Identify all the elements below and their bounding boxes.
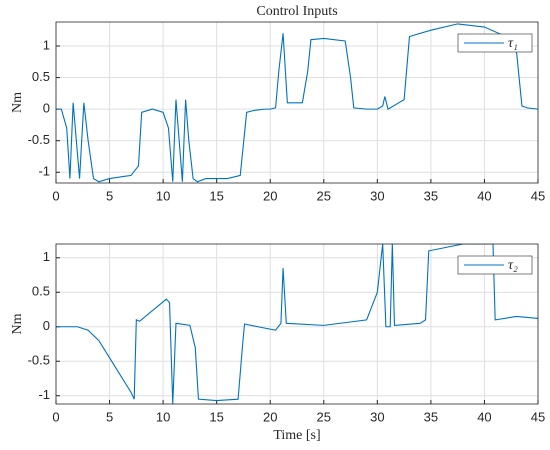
chart-title: Control Inputs [256,4,337,19]
x-tick-label: 15 [209,409,223,424]
y-tick-label: -1 [38,387,50,402]
axes-box [55,21,539,184]
data-line [56,23,538,183]
x-tick-label: 30 [370,188,384,203]
x-tick-label: 30 [370,409,384,424]
x-tick-label: 40 [477,188,491,203]
x-tick-label: 45 [531,409,545,424]
y-tick-label: 0 [43,318,50,333]
x-tick-label: 10 [156,409,170,424]
x-axis-label: Time [s] [273,428,320,443]
x-tick-label: 0 [52,188,59,203]
y-axis-label: Nm [10,313,25,334]
x-tick-label: 5 [106,188,113,203]
y-tick-label: 0.5 [32,284,50,299]
legend-label: τ₁ [508,36,518,51]
x-tick-label: 0 [52,409,59,424]
x-tick-label: 35 [424,409,438,424]
y-tick-label: 0.5 [32,69,50,84]
x-tick-label: 25 [317,188,331,203]
y-axis-label: Nm [10,92,25,113]
x-tick-label: 40 [477,409,491,424]
x-tick-label: 5 [106,409,113,424]
y-tick-label: 1 [43,37,50,52]
x-tick-label: 20 [263,409,277,424]
x-tick-label: 25 [317,409,331,424]
axes-box [55,243,539,405]
y-tick-label: 1 [43,249,50,264]
y-tick-label: -0.5 [28,353,50,368]
y-tick-label: -1 [38,164,50,179]
x-tick-label: 15 [209,188,223,203]
legend-label: τ₂ [508,258,518,273]
x-tick-label: 35 [424,188,438,203]
y-tick-label: -0.5 [28,132,50,147]
y-tick-label: 0 [43,101,50,116]
data-line [56,244,538,404]
x-tick-label: 10 [156,188,170,203]
x-tick-label: 45 [531,188,545,203]
x-tick-label: 20 [263,188,277,203]
